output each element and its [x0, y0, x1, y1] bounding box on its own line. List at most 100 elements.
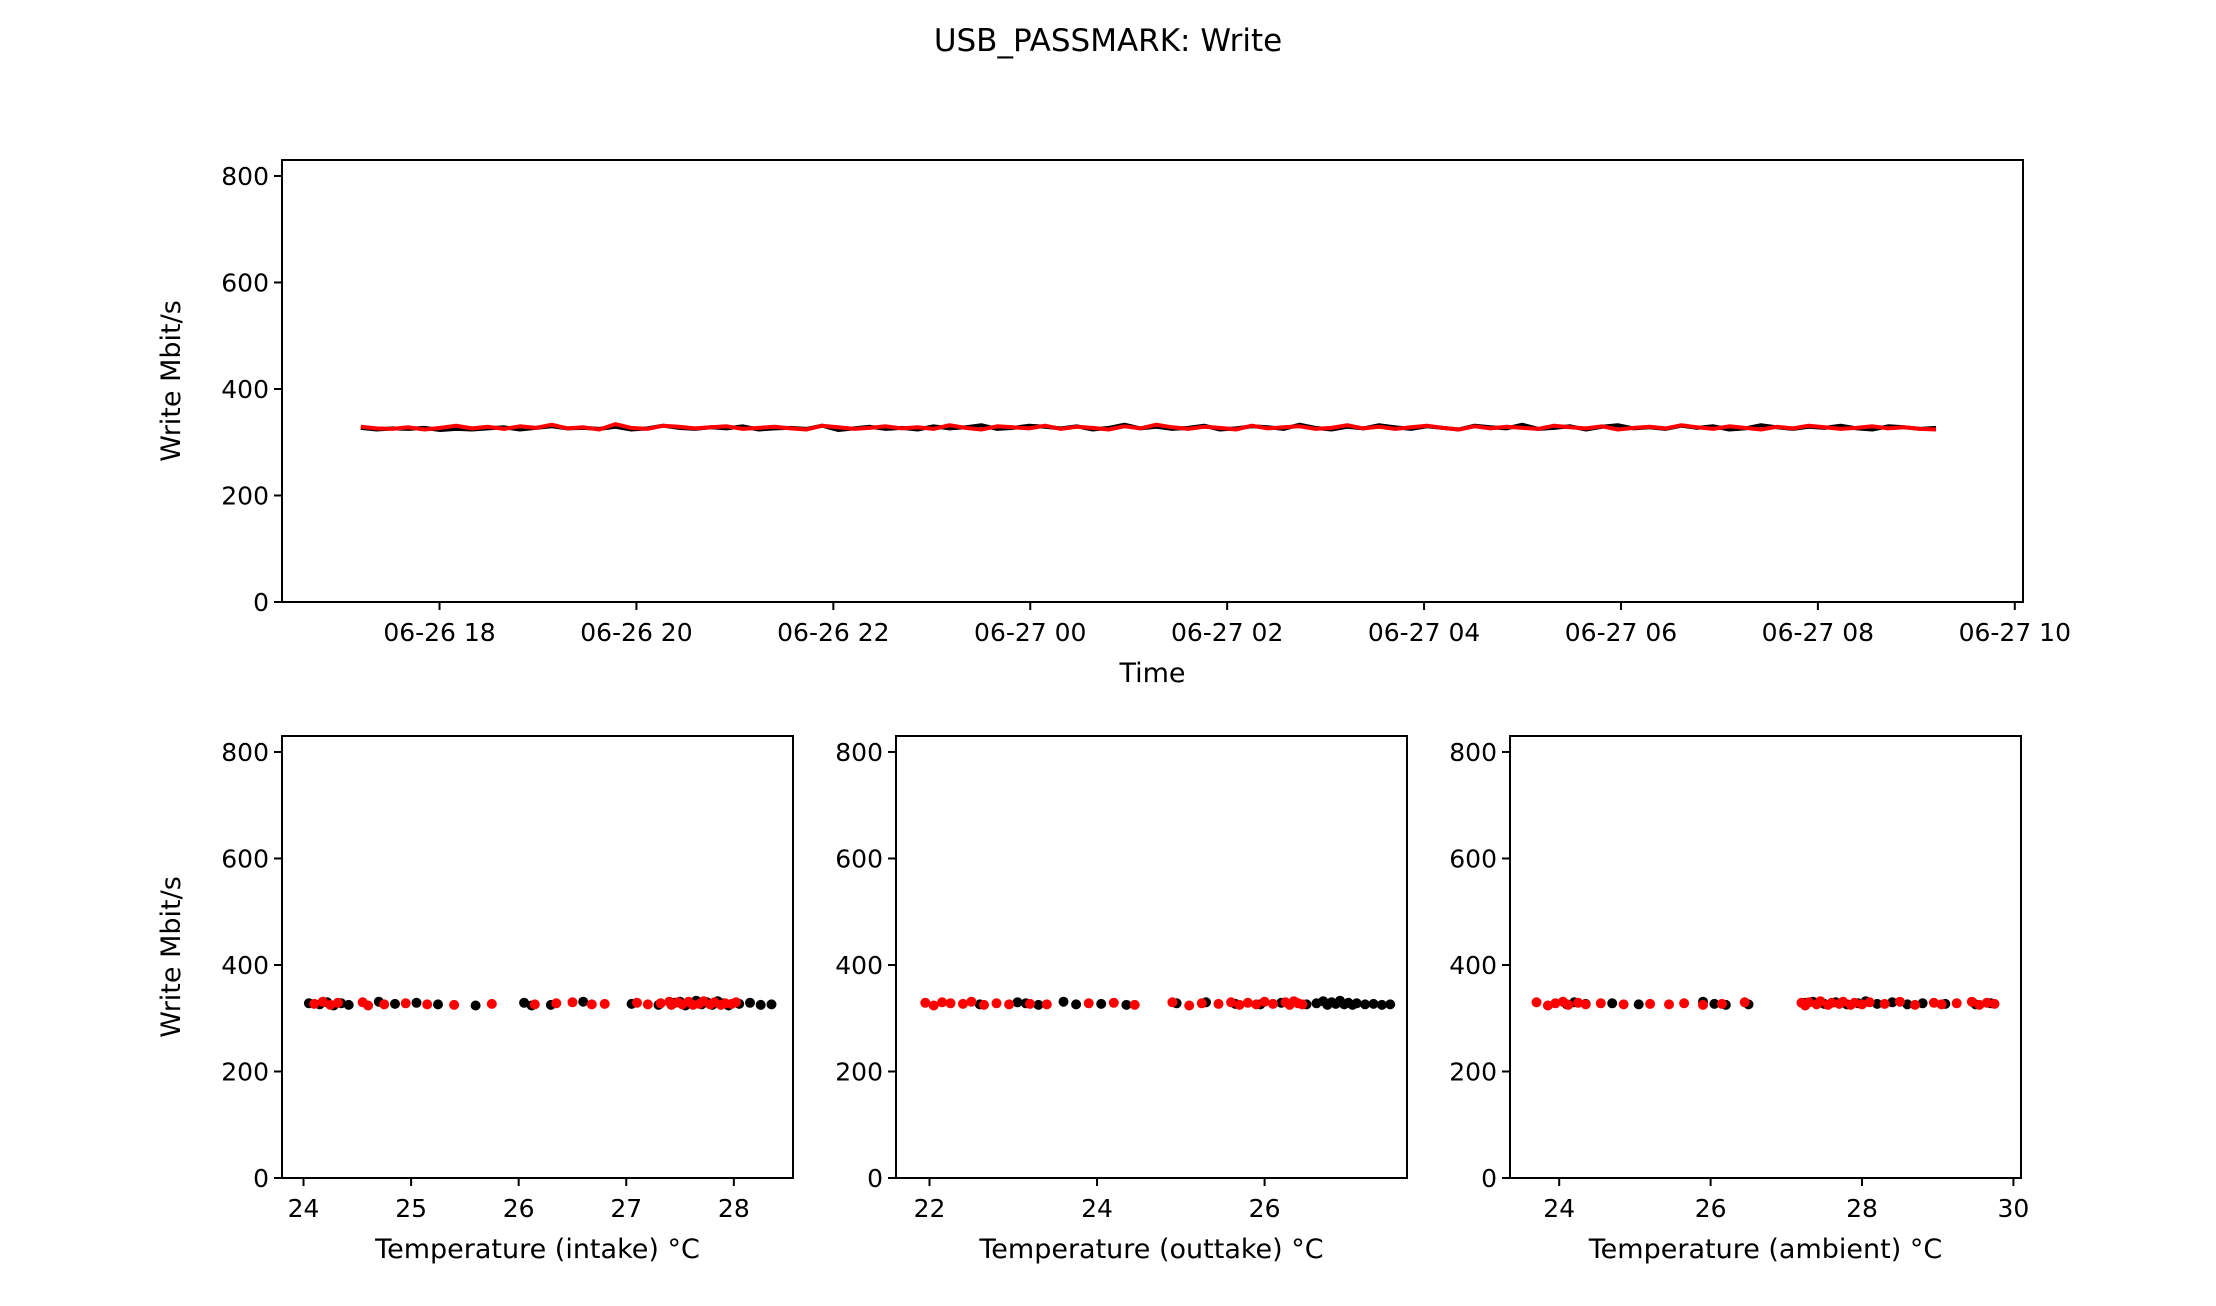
data-point-1-14 — [586, 999, 597, 1010]
data-point-1-25 — [1849, 997, 1860, 1008]
data-point-1-14 — [1167, 997, 1178, 1008]
data-point-0-25 — [1368, 998, 1379, 1009]
data-point-0-24 — [1360, 999, 1371, 1010]
data-point-1-5 — [966, 996, 977, 1007]
data-point-1-35 — [1974, 999, 1985, 1010]
data-point-1-10 — [486, 998, 497, 1009]
x-tick-label: 24 — [288, 1194, 320, 1223]
data-point-1-16 — [632, 997, 642, 1008]
y-axis-label: Write Mbit/s — [156, 300, 187, 462]
data-point-1-13 — [567, 997, 578, 1008]
data-point-1-2 — [325, 999, 336, 1010]
y-tick-label: 600 — [221, 844, 269, 873]
x-tick-label: 26 — [503, 1194, 535, 1223]
data-point-1-33 — [1951, 998, 1962, 1009]
data-point-1-26 — [1857, 999, 1867, 1010]
data-point-1-22 — [1259, 996, 1270, 1007]
data-point-1-28 — [1297, 999, 1308, 1010]
x-tick-label: 24 — [1081, 1194, 1113, 1223]
x-tick-label: 22 — [914, 1194, 946, 1223]
data-point-1-5 — [1573, 997, 1584, 1008]
axes-0: 0 200 400 600 800 06-26 18 06-26 20 06-26 22 06-… — [156, 159, 2071, 689]
data-point-1-0 — [309, 998, 320, 1009]
y-axis-label: Write Mbit/s — [156, 876, 187, 1038]
x-tick-label: 06-27 08 — [1762, 618, 1874, 647]
x-tick-label: 28 — [1846, 1194, 1878, 1223]
data-point-1-12 — [1108, 997, 1119, 1008]
axes-frame-2 — [895, 735, 1408, 1179]
data-point-1-29 — [1894, 996, 1905, 1007]
data-point-0-4 — [1633, 999, 1644, 1010]
data-point-1-0 — [920, 997, 931, 1008]
data-point-1-3 — [332, 997, 343, 1008]
data-point-1-12 — [551, 998, 562, 1009]
data-point-1-30 — [1910, 999, 1920, 1010]
data-point-0-1 — [1012, 997, 1023, 1008]
x-tick-label: 24 — [1543, 1194, 1575, 1223]
figure-title: USB_PASSMARK: Write — [934, 23, 1282, 59]
y-tick-label: 400 — [221, 951, 269, 980]
data-point-1-4 — [958, 998, 968, 1009]
data-point-1-21 — [1251, 999, 1262, 1010]
x-tick-label: 06-27 04 — [1368, 618, 1480, 647]
x-tick-label: 30 — [1998, 1194, 2030, 1223]
x-tick-label: 28 — [718, 1194, 750, 1223]
data-point-1-1 — [928, 1000, 939, 1011]
data-point-1-1 — [317, 996, 328, 1007]
data-point-1-31 — [1928, 997, 1939, 1008]
axes-frame-1 — [281, 735, 794, 1179]
data-point-1-20 — [1242, 997, 1253, 1008]
data-point-0-4 — [1058, 996, 1069, 1007]
data-point-1-11 — [529, 999, 540, 1010]
data-point-1-13 — [1717, 998, 1727, 1009]
data-point-0-3 — [1033, 999, 1044, 1010]
y-tick-label: 0 — [253, 1164, 269, 1193]
data-point-1-18 — [1226, 997, 1237, 1008]
data-point-1-7 — [400, 998, 411, 1009]
data-point-1-32 — [731, 997, 741, 1008]
data-point-0-18 — [1902, 999, 1913, 1010]
data-point-1-8 — [1004, 999, 1015, 1010]
y-tick-label: 800 — [221, 738, 269, 767]
data-point-1-1 — [1542, 1000, 1553, 1011]
data-point-1-37 — [1989, 998, 2000, 1009]
data-point-1-13 — [1129, 999, 1140, 1010]
data-point-1-4 — [1563, 999, 1574, 1010]
x-tick-label: 06-26 22 — [777, 618, 889, 647]
x-tick-label: 06-27 00 — [974, 618, 1086, 647]
axes-2: 0 200 400 600 800 22 24 26 Temperature (outtake)… — [835, 735, 1408, 1265]
data-point-1-7 — [991, 998, 1002, 1009]
data-point-0-3 — [1607, 998, 1618, 1009]
y-tick-label: 200 — [221, 1057, 269, 1086]
data-point-0-16 — [1872, 998, 1883, 1009]
data-point-1-7 — [1595, 998, 1606, 1009]
x-tick-label: 06-27 02 — [1171, 618, 1283, 647]
y-tick-label: 200 — [221, 481, 269, 510]
x-tick-label: 26 — [1695, 1194, 1727, 1223]
y-tick-label: 0 — [253, 588, 269, 617]
plots: 0 200 400 600 800 06-26 18 06-26 20 06-26 22 06-… — [156, 159, 2071, 1265]
series-line-1 — [360, 422, 1937, 432]
axes-frame-3 — [1509, 735, 2022, 1179]
data-point-0-8 — [411, 997, 422, 1008]
data-point-0-9 — [433, 999, 443, 1010]
axes-3: 0 200 400 600 800 24 26 28 30 Temperature (ambien… — [1449, 735, 2030, 1265]
y-tick-label: 800 — [835, 738, 883, 767]
data-point-1-6 — [1580, 999, 1591, 1010]
data-point-0-27 — [1385, 999, 1396, 1010]
data-point-0-6 — [1709, 998, 1720, 1009]
data-point-0-7 — [390, 998, 400, 1009]
y-tick-label: 200 — [1449, 1057, 1497, 1086]
data-point-0-5 — [1071, 999, 1082, 1010]
data-point-0-5 — [343, 999, 354, 1010]
data-point-1-23 — [1268, 998, 1278, 1009]
data-point-1-6 — [379, 999, 390, 1010]
data-point-1-36 — [1981, 997, 1992, 1008]
data-point-1-3 — [945, 998, 956, 1009]
x-axis-label: Time — [1118, 658, 1185, 689]
x-tick-label: 06-27 10 — [1959, 618, 2071, 647]
y-tick-label: 400 — [835, 951, 883, 980]
data-point-1-0 — [1531, 997, 1542, 1008]
y-tick-label: 800 — [221, 162, 269, 191]
